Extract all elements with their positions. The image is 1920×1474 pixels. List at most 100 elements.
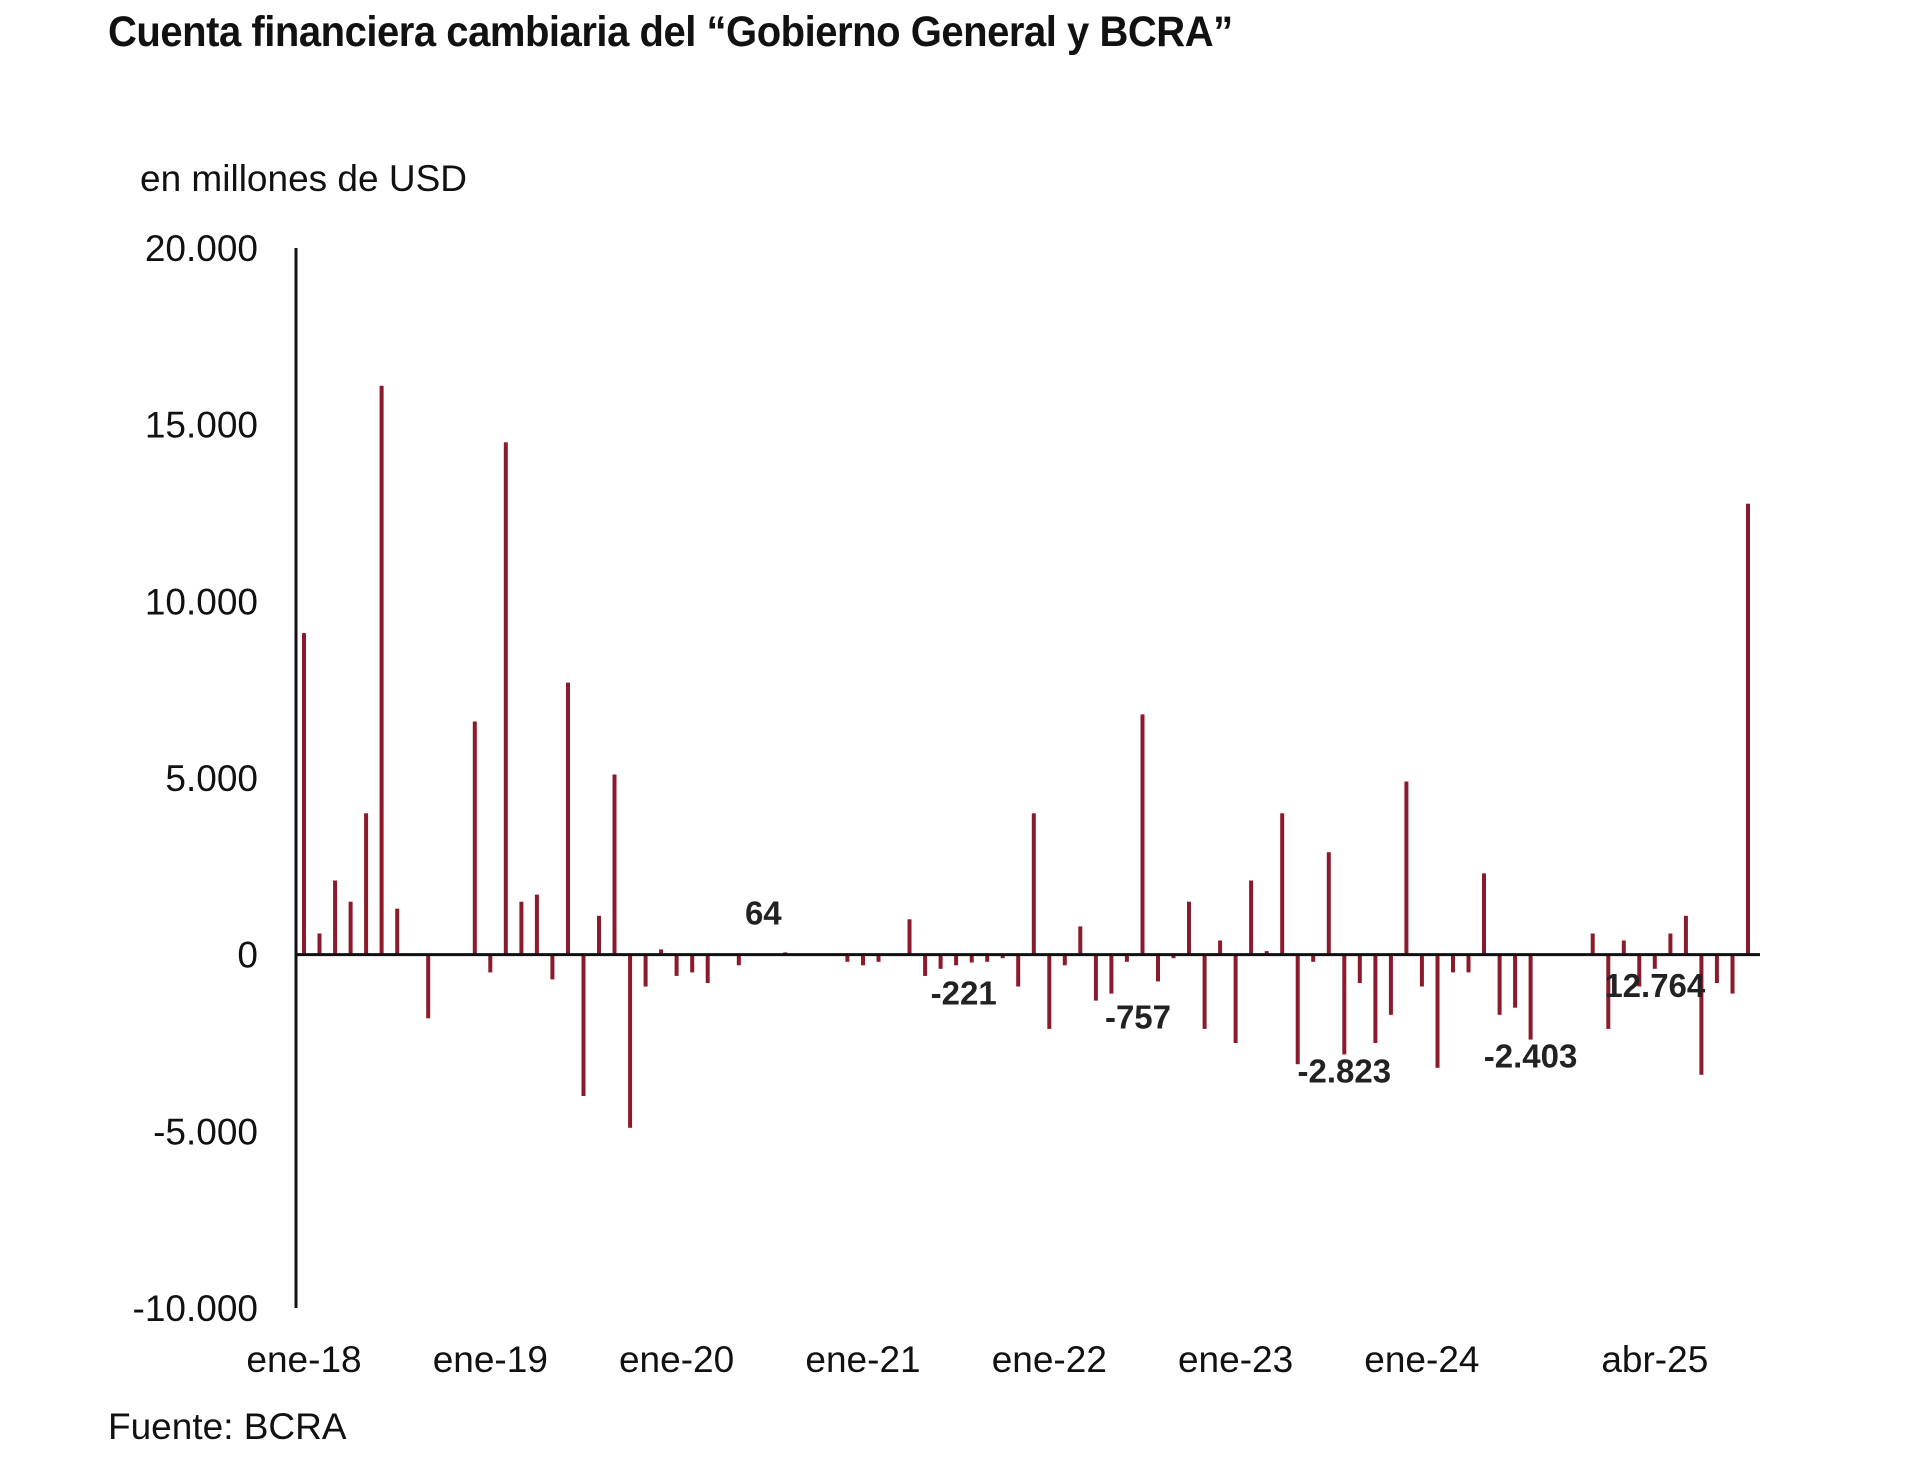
bar-undefined xyxy=(1746,503,1750,955)
bar-may-20 xyxy=(736,954,741,966)
bar-ene-24 xyxy=(1419,954,1424,987)
bar-mar-23 xyxy=(1264,951,1269,955)
bar-dic-20 xyxy=(845,954,850,962)
bar-jun-18 xyxy=(379,385,384,955)
source-note: Fuente: BCRA xyxy=(108,1406,347,1447)
bar-abr-25 xyxy=(1652,954,1657,969)
x-tick-label: ene-20 xyxy=(619,1339,734,1380)
bar-oct-22 xyxy=(1187,901,1191,955)
bar-may-23 xyxy=(1295,954,1300,1065)
bar-mar-24 xyxy=(1451,954,1455,973)
x-tick-label: ene-19 xyxy=(433,1339,548,1380)
bar-dic-19 xyxy=(659,949,664,955)
bar-jul-24 xyxy=(1513,954,1518,1008)
y-tick-label: 15.000 xyxy=(145,405,258,446)
bar-oct-21 xyxy=(1000,954,1005,959)
bar-mar-19 xyxy=(519,901,524,955)
bar-oct-23 xyxy=(1373,954,1378,1043)
bar-abr-21 xyxy=(907,919,912,955)
y-tick-label: -5.000 xyxy=(153,1111,258,1152)
bar-nov-19 xyxy=(643,954,648,987)
bar-mar-20 xyxy=(705,954,710,983)
bar-abr-18 xyxy=(348,901,353,955)
bar-feb-18 xyxy=(317,933,322,955)
data-label: 64 xyxy=(745,895,782,932)
bar-series xyxy=(302,385,1750,1128)
bar-jun-22 xyxy=(1124,954,1129,962)
bar-jun-21 xyxy=(938,954,943,969)
bar-sep-22 xyxy=(1171,954,1176,959)
bar-abr-22 xyxy=(1093,954,1098,1001)
bar-dic-21 xyxy=(1031,813,1036,955)
x-tick-label: ene-21 xyxy=(805,1339,920,1380)
bar-nov-23 xyxy=(1388,954,1393,1015)
bar-may-22 xyxy=(1109,954,1114,994)
bar-feb-22 xyxy=(1062,954,1067,966)
bar-feb-20 xyxy=(690,954,695,973)
bar-ene-20 xyxy=(674,954,679,976)
bar-ene-22 xyxy=(1047,954,1052,1029)
data-labels: 64 -221 -757 -2.823 -2.403 12.764 xyxy=(745,895,1706,1090)
bar-jul-22 xyxy=(1140,714,1145,955)
bar-abr-19 xyxy=(534,894,539,955)
bar-may-24 xyxy=(1482,873,1486,955)
bar-sep-23 xyxy=(1357,954,1362,983)
bar-ago-21 xyxy=(969,954,974,963)
data-label: -2.823 xyxy=(1298,1052,1392,1089)
y-tick-label: 10.000 xyxy=(145,581,258,622)
x-tick-label: ene-22 xyxy=(992,1339,1107,1380)
bar-jul-21 xyxy=(954,954,959,966)
y-axis-ticks: 20.000 15.000 10.000 5.000 0 -5.000 -10.000 xyxy=(133,228,259,1329)
bar-jul-23 xyxy=(1326,852,1331,955)
bar-feb-25 xyxy=(1621,940,1626,955)
bar-undefined xyxy=(1699,954,1704,1075)
bar-may-19 xyxy=(550,954,555,980)
bar-ago-23 xyxy=(1342,954,1347,1055)
y-axis-unit-label: en millones de USD xyxy=(140,158,467,199)
data-label: -757 xyxy=(1105,999,1171,1036)
bar-sep-19 xyxy=(612,774,617,955)
bar-ago-22 xyxy=(1156,954,1160,982)
bar-sep-18 xyxy=(426,954,431,1019)
bar-ene-23 xyxy=(1233,954,1238,1043)
x-axis-ticks: ene-18 ene-19 ene-20 ene-21 ene-22 ene-23 ene-… xyxy=(246,1339,1708,1380)
bar-jul-19 xyxy=(581,954,586,1096)
bar-ene-19 xyxy=(488,954,493,973)
bar-jun-24 xyxy=(1497,954,1502,1015)
x-tick-label: ene-23 xyxy=(1178,1339,1293,1380)
bar-feb-23 xyxy=(1249,880,1254,955)
bar-ene-21 xyxy=(861,954,865,966)
bar-nov-22 xyxy=(1202,954,1207,1029)
bar-sep-21 xyxy=(985,954,990,962)
bar-mar-25 xyxy=(1637,954,1642,987)
bar-dic-22 xyxy=(1218,940,1223,955)
y-tick-label: 0 xyxy=(237,935,258,976)
chart-title: Cuenta financiera cambiaria del “Gobiern… xyxy=(108,8,1233,56)
bar-may-21 xyxy=(923,954,928,976)
bar-abr-24 xyxy=(1466,954,1471,973)
bar-oct-19 xyxy=(628,954,633,1128)
bar-ago-24 xyxy=(1528,954,1533,1040)
bar-ene-18 xyxy=(302,633,306,955)
bar-jun-19 xyxy=(566,682,570,955)
bar-feb-24 xyxy=(1435,954,1440,1068)
x-tick-label: ene-18 xyxy=(246,1339,361,1380)
bar-undefined xyxy=(1668,933,1673,955)
bar-feb-19 xyxy=(503,442,508,955)
bar-mar-22 xyxy=(1078,926,1083,955)
bar-dic-18 xyxy=(472,721,477,955)
data-label: -221 xyxy=(931,975,997,1012)
y-tick-label: 20.000 xyxy=(145,228,258,269)
bar-undefined xyxy=(1730,954,1735,994)
y-tick-label: -10.000 xyxy=(133,1288,259,1329)
bar-ago-19 xyxy=(597,915,601,955)
bar-jun-23 xyxy=(1311,954,1316,962)
bar-ene-25 xyxy=(1606,954,1611,1029)
bar-undefined xyxy=(1714,954,1719,983)
x-tick-label: ene-24 xyxy=(1364,1339,1479,1380)
bar-mar-18 xyxy=(333,880,338,955)
bar-dic-23 xyxy=(1404,781,1409,955)
bar-feb-21 xyxy=(876,954,881,962)
data-label: 12.764 xyxy=(1604,967,1706,1004)
